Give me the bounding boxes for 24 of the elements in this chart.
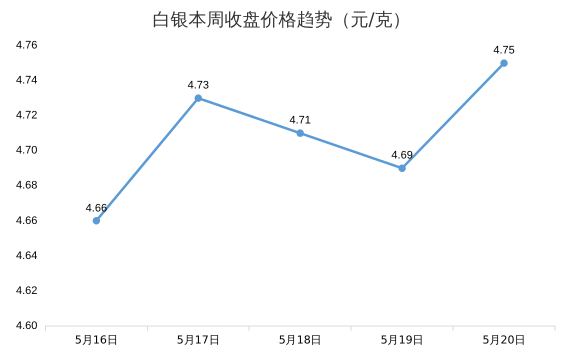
point bbox=[296, 129, 304, 137]
data-label: 4.75 bbox=[493, 44, 515, 57]
point bbox=[500, 59, 508, 67]
data-label: 4.69 bbox=[391, 150, 413, 162]
y-tick-label: 4.70 bbox=[16, 144, 38, 157]
y-tick-label: 4.66 bbox=[16, 214, 38, 227]
y-tick-label: 4.60 bbox=[16, 320, 38, 332]
y-tick-label: 4.74 bbox=[16, 74, 38, 87]
y-tick-label: 4.62 bbox=[16, 284, 38, 297]
y-tick-label: 4.72 bbox=[16, 110, 38, 122]
x-tick-label: 5月18日 bbox=[278, 333, 322, 346]
point bbox=[92, 216, 100, 224]
y-tick-label: 4.68 bbox=[16, 180, 38, 192]
data-label: 4.71 bbox=[289, 114, 311, 127]
data-label: 4.73 bbox=[188, 80, 209, 92]
point bbox=[398, 164, 406, 172]
x-tick-label: 5月19日 bbox=[380, 333, 424, 346]
y-tick-label: 4.64 bbox=[16, 250, 38, 262]
chart-title: 白银本周收盘价格趋势（元/克） bbox=[152, 9, 411, 30]
x-tick-label: 5月17日 bbox=[176, 333, 220, 346]
point bbox=[194, 94, 202, 102]
x-tick-label: 5月16日 bbox=[74, 333, 118, 346]
x-tick-label: 5月20日 bbox=[482, 333, 526, 346]
y-tick-label: 4.76 bbox=[16, 40, 38, 52]
